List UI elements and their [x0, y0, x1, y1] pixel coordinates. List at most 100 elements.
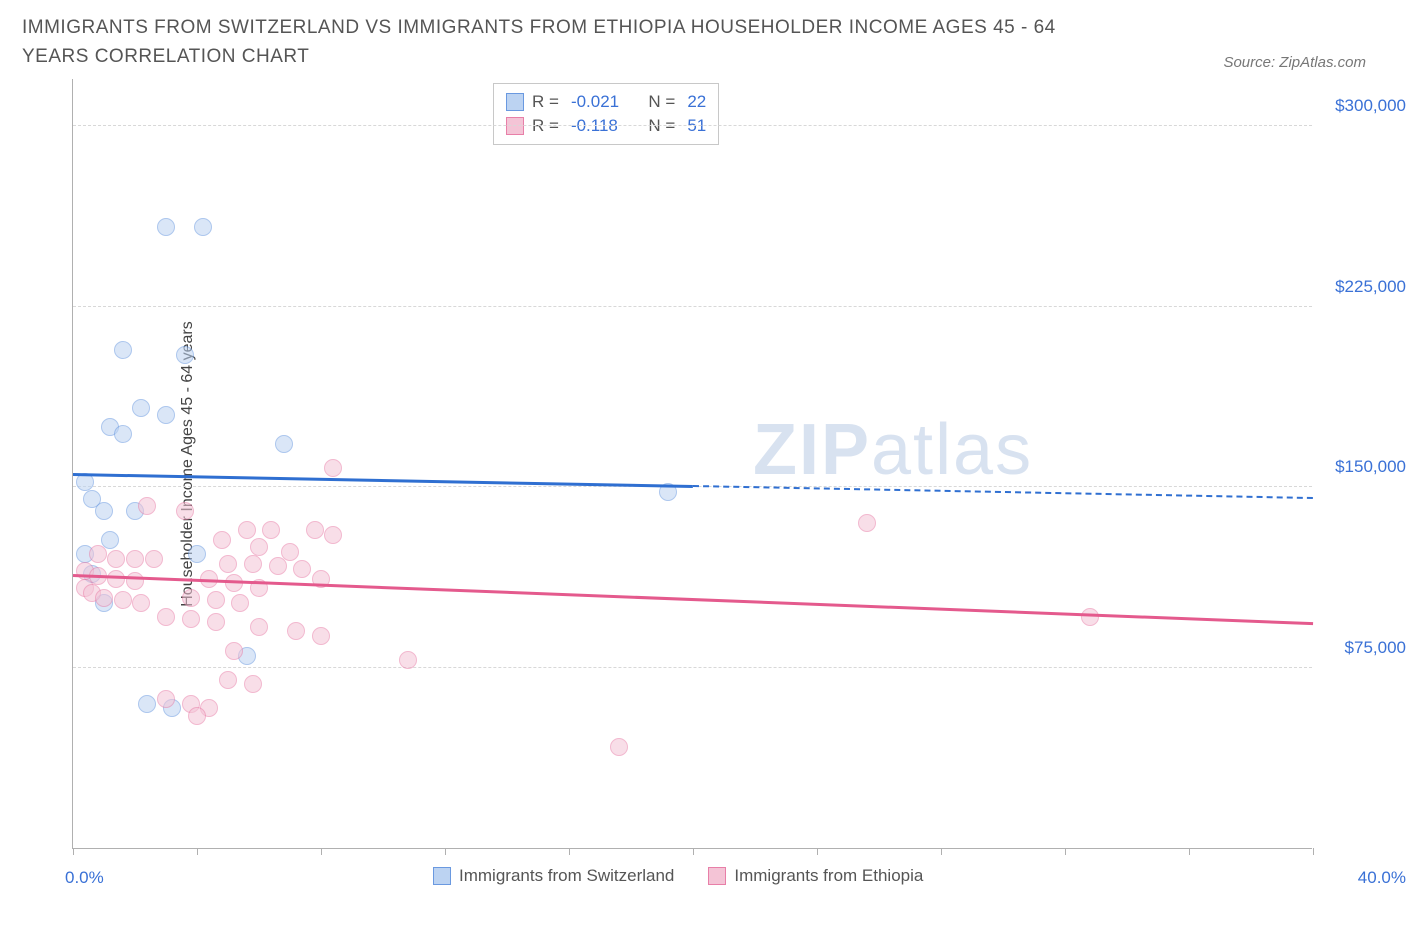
- data-point: [244, 675, 262, 693]
- series-legend: Immigrants from Switzerland Immigrants fr…: [433, 866, 923, 886]
- data-point: [262, 521, 280, 539]
- data-point: [95, 589, 113, 607]
- data-point: [399, 651, 417, 669]
- data-point: [95, 502, 113, 520]
- legend-r-label: R =: [532, 92, 559, 112]
- legend-row: R = -0.021 N = 22: [506, 90, 706, 114]
- legend-n-value: 22: [687, 92, 706, 112]
- data-point: [219, 555, 237, 573]
- gridline: [73, 306, 1312, 307]
- data-point: [281, 543, 299, 561]
- data-point: [138, 695, 156, 713]
- data-point: [188, 545, 206, 563]
- legend-swatch: [506, 93, 524, 111]
- data-point: [176, 502, 194, 520]
- x-range-min: 0.0%: [65, 868, 104, 888]
- chart-source: Source: ZipAtlas.com: [1223, 54, 1366, 71]
- y-tick-label: $75,000: [1345, 638, 1406, 658]
- data-point: [231, 594, 249, 612]
- data-point: [287, 622, 305, 640]
- y-tick-label: $150,000: [1335, 457, 1406, 477]
- data-point: [101, 531, 119, 549]
- data-point: [275, 435, 293, 453]
- data-point: [610, 738, 628, 756]
- y-tick-label: $225,000: [1335, 277, 1406, 297]
- series-legend-item: Immigrants from Ethiopia: [708, 866, 923, 886]
- x-range-max: 40.0%: [1358, 868, 1406, 888]
- x-tick: [1065, 848, 1066, 855]
- series-legend-item: Immigrants from Switzerland: [433, 866, 674, 886]
- watermark-bold: ZIP: [753, 410, 871, 490]
- x-tick: [693, 848, 694, 855]
- data-point: [244, 555, 262, 573]
- data-point: [219, 671, 237, 689]
- data-point: [269, 557, 287, 575]
- data-point: [114, 341, 132, 359]
- data-point: [89, 545, 107, 563]
- data-point: [306, 521, 324, 539]
- data-point: [107, 570, 125, 588]
- legend-n-label: N =: [639, 92, 675, 112]
- data-point: [126, 550, 144, 568]
- data-point: [157, 218, 175, 236]
- x-tick: [569, 848, 570, 855]
- data-point: [176, 346, 194, 364]
- data-point: [114, 591, 132, 609]
- data-point: [145, 550, 163, 568]
- watermark-rest: atlas: [871, 410, 1033, 490]
- data-point: [132, 399, 150, 417]
- data-point: [138, 497, 156, 515]
- watermark: ZIPatlas: [753, 409, 1033, 491]
- x-tick: [321, 848, 322, 855]
- data-point: [207, 613, 225, 631]
- data-point: [225, 642, 243, 660]
- chart-container: Householder Income Ages 45 - 64 years ZI…: [22, 79, 1384, 899]
- data-point: [194, 218, 212, 236]
- data-point: [107, 550, 125, 568]
- data-point: [250, 618, 268, 636]
- x-tick: [817, 848, 818, 855]
- x-tick: [445, 848, 446, 855]
- legend-r-value: -0.021: [571, 92, 631, 112]
- data-point: [312, 627, 330, 645]
- data-point: [225, 574, 243, 592]
- data-point: [182, 610, 200, 628]
- trend-line-dashed: [693, 485, 1313, 499]
- x-tick: [941, 848, 942, 855]
- data-point: [157, 690, 175, 708]
- x-tick: [1189, 848, 1190, 855]
- data-point: [324, 459, 342, 477]
- series-name: Immigrants from Switzerland: [459, 866, 674, 886]
- data-point: [132, 594, 150, 612]
- data-point: [213, 531, 231, 549]
- x-tick: [1313, 848, 1314, 855]
- data-point: [293, 560, 311, 578]
- x-tick: [197, 848, 198, 855]
- y-tick-label: $300,000: [1335, 96, 1406, 116]
- data-point: [238, 521, 256, 539]
- data-point: [76, 473, 94, 491]
- data-point: [114, 425, 132, 443]
- gridline: [73, 667, 1312, 668]
- data-point: [250, 538, 268, 556]
- legend-swatch: [708, 867, 726, 885]
- trend-line: [73, 473, 693, 488]
- trend-line: [73, 574, 1313, 625]
- data-point: [157, 608, 175, 626]
- plot-area: Householder Income Ages 45 - 64 years ZI…: [72, 79, 1312, 849]
- data-point: [157, 406, 175, 424]
- data-point: [324, 526, 342, 544]
- data-point: [207, 591, 225, 609]
- gridline: [73, 125, 1312, 126]
- series-name: Immigrants from Ethiopia: [734, 866, 923, 886]
- chart-title: IMMIGRANTS FROM SWITZERLAND VS IMMIGRANT…: [22, 14, 1122, 71]
- legend-swatch: [433, 867, 451, 885]
- data-point: [182, 589, 200, 607]
- data-point: [188, 707, 206, 725]
- data-point: [858, 514, 876, 532]
- x-tick: [73, 848, 74, 855]
- y-axis-label: Householder Income Ages 45 - 64 years: [179, 321, 197, 607]
- stats-legend: R =-0.021 N =22R =-0.118 N =51: [493, 83, 719, 145]
- data-point: [126, 572, 144, 590]
- data-point: [1081, 608, 1099, 626]
